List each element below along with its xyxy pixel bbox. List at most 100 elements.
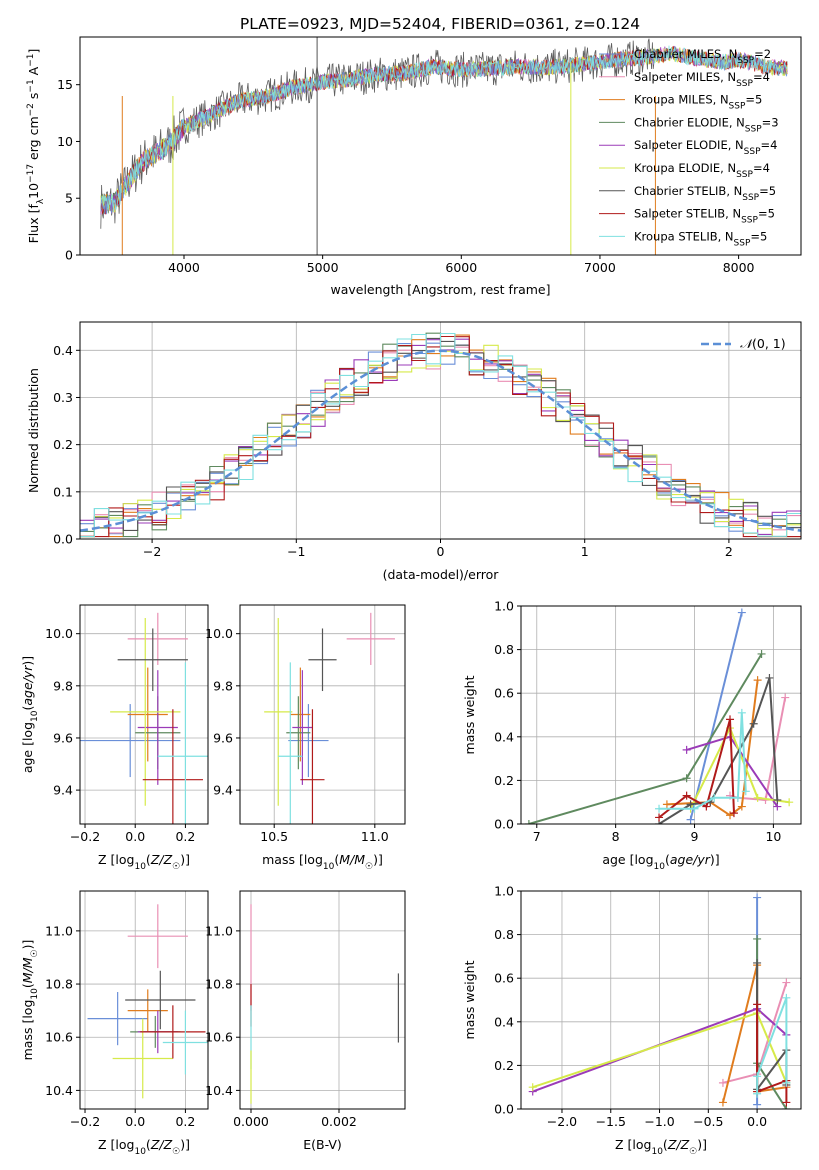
x-axis-label: mass [log10(M/M☉)] [262,852,383,872]
weight-line [756,997,788,1094]
weight-marker [782,1098,791,1107]
chart-mass-vs-metallicity: −0.2 0.0 0.2 10.4 10.6 10.8 11.0 Z [log10(Z/Z☉)… [20,890,209,1157]
plot-area [100,37,788,255]
x-tick-label: 0.002 [321,1114,357,1129]
legend-entry: Salpeter MILES, NSSP=4 [634,70,770,89]
chart-mass-weight-vs-metallicity: −2.0 −1.5 −1.0 −0.5 0.0 0.0 0.2 0.4 0.6 0.8 1.0 Z [… [462,884,802,1157]
y-tick-label: 10.6 [45,1030,73,1045]
chart-residuals: −2 −1 0 1 2 0.0 0.1 0.2 0.3 0.4 𝒩(0, 1) (data-model… [26,321,802,582]
y-tick-label: 0.0 [494,817,514,832]
x-axis-label: Z [log10(Z/Z☉)] [615,1137,707,1157]
weight-marker [737,708,746,717]
weight-marker [753,1072,762,1081]
x-tick-label: 8 [612,829,620,844]
y-tick-label: 9.8 [53,678,73,693]
axes-frame [520,605,802,825]
x-tick-label: 10.5 [260,829,288,844]
weight-marker [753,676,762,685]
weight-marker [710,793,719,802]
x-tick-label: 0 [437,544,445,559]
y-tick-label: 11.0 [205,923,233,938]
y-tick-label: 0.2 [53,437,73,452]
y-tick-label: 9.8 [213,678,233,693]
x-axis-label: Z [log10(Z/Z☉)] [98,1137,190,1157]
y-tick-label: 15 [57,77,73,92]
x-tick-label: −1.5 [596,1114,626,1129]
plot-area [80,891,208,1109]
weight-marker [655,813,664,822]
legend-entry: Kroupa ELODIE, NSSP=4 [634,161,770,180]
y-tick-label: 10.8 [45,977,73,992]
y-tick-label: 0.0 [53,532,73,547]
y-axis-label: mass weight [462,675,477,754]
x-tick-label: 2 [725,544,733,559]
legend-entry: Kroupa MILES, NSSP=5 [634,93,762,112]
weight-marker [757,649,766,658]
chart-age-vs-metallicity: −0.2 0.0 0.2 9.4 9.6 9.8 10.0 Z [log10(Z/Z☉)] ag… [20,604,209,872]
weight-marker [690,804,699,813]
weight-marker [733,793,742,802]
weight-marker [753,1089,762,1098]
y-tick-label: 0 [65,248,73,263]
legend-entry: Salpeter STELIB, NSSP=5 [634,207,775,226]
weight-marker [662,800,671,809]
weight-marker [782,1078,791,1087]
weight-marker [655,804,664,813]
plot-area [240,605,405,824]
x-tick-label: 0.2 [175,1114,195,1129]
y-tick-label: 10.4 [205,1083,233,1098]
axes-frame [520,890,802,1110]
weight-marker [753,793,762,802]
weight-marker [741,787,750,796]
weight-marker [702,802,711,811]
chart-spectrum: 4000 5000 6000 7000 8000 0 5 10 15 Chabrier MILES… [26,36,802,297]
legend-entry: Chabrier MILES, NSSP=2 [634,47,771,66]
weight-marker [753,1000,762,1009]
plot-area [521,606,801,824]
y-tick-label: 0.6 [494,971,514,986]
weight-marker [781,693,790,702]
y-tick-label: 9.6 [213,730,233,745]
x-axis-label: (data-model)/error [383,567,500,582]
y-tick-label: 0.8 [494,642,514,657]
weight-marker [726,715,735,724]
weight-marker [682,745,691,754]
weight-marker [737,608,746,617]
legend-entry: 𝒩(0, 1) [740,336,786,351]
x-tick-label: 7000 [584,260,616,275]
weight-marker [782,993,791,1002]
legend-entry: Chabrier STELIB, NSSP=5 [634,184,776,203]
legend-entry: Kroupa STELIB, NSSP=5 [634,229,767,248]
x-tick-label: −0.2 [70,829,100,844]
weight-marker [718,1098,727,1107]
x-tick-label: 0.0 [125,1114,145,1129]
x-tick-label: 10 [765,829,781,844]
axes-frame [79,36,802,256]
y-tick-label: 10.4 [45,1083,73,1098]
axes-frame [239,890,406,1110]
y-tick-label: 9.4 [213,783,233,798]
weight-marker [753,958,762,967]
spectrum-line [100,45,788,213]
x-tick-label: 0.000 [233,1114,269,1129]
y-tick-label: 9.6 [53,730,73,745]
gaussian-curve [80,349,801,532]
x-tick-label: 6000 [445,260,477,275]
weight-line [659,712,747,810]
y-tick-label: 0.4 [494,1014,514,1029]
x-axis-label: wavelength [Angstrom, rest frame] [330,282,550,297]
weight-marker [773,796,782,805]
y-tick-label: 0.4 [53,343,73,358]
x-tick-label: 5000 [307,260,339,275]
x-tick-label: 1 [581,544,589,559]
legend-entry: Chabrier ELODIE, NSSP=3 [634,115,779,134]
weight-line [689,612,743,820]
y-tick-label: 0.2 [494,773,514,788]
y-tick-label: 9.4 [53,783,73,798]
weight-marker [729,809,738,818]
weight-marker [718,1078,727,1087]
y-axis-label: Normed distribution [26,368,41,493]
y-tick-label: 10.0 [45,626,73,641]
weight-line [756,1004,788,1103]
x-tick-label: −1 [287,544,305,559]
